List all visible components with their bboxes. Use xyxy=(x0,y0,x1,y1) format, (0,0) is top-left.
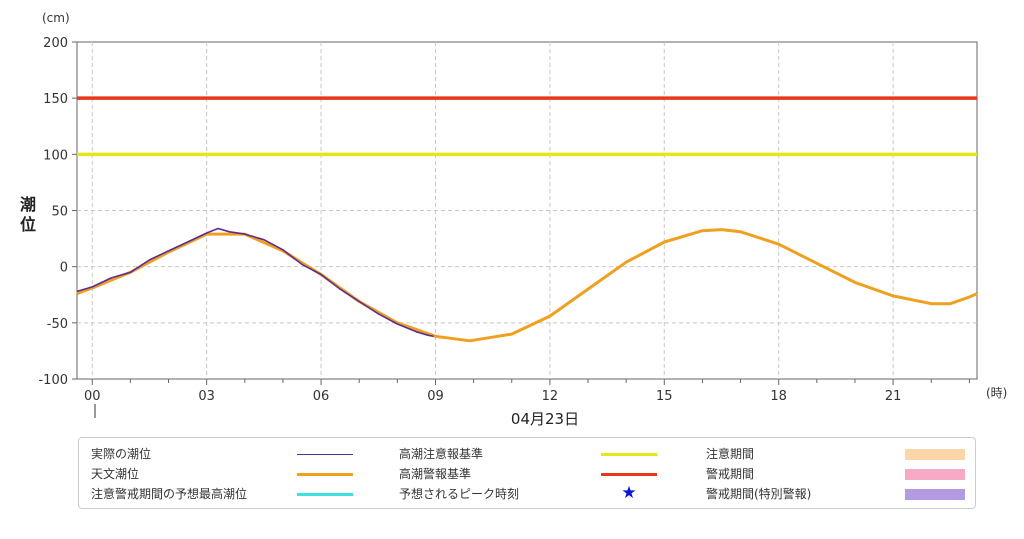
legend-label: 高潮注意報基準 xyxy=(399,447,484,461)
y-axis-label: 潮位 xyxy=(20,195,36,234)
observed-tide-line xyxy=(76,227,434,338)
x-axis-ticks: 00 03 06 09 12 15 18 21 xyxy=(84,379,970,404)
legend-label: 高潮警報基準 xyxy=(399,467,472,481)
star-icon: ★ xyxy=(621,483,637,503)
legend-label: 警戒期間(特別警報) xyxy=(706,487,812,501)
reference-lines xyxy=(77,96,977,157)
x-tick-label: 15 xyxy=(656,389,673,404)
legend-line-swatch xyxy=(601,453,657,456)
y-tick-label: 100 xyxy=(43,148,68,163)
date-label: 04月23日 xyxy=(511,410,579,428)
x-tick-label: 06 xyxy=(313,389,330,404)
legend-line-swatch xyxy=(601,473,657,476)
legend-label: 予想されるピーク時刻 xyxy=(399,487,520,501)
legend-label: 注意期間 xyxy=(706,447,755,461)
legend-line-swatch xyxy=(297,493,353,496)
legend: 実際の潮位天文潮位注意警戒期間の予想最高潮位 高潮注意報基準 高潮警報基準予想される… xyxy=(78,437,976,509)
y-tick-label: 200 xyxy=(43,36,68,51)
series-group xyxy=(76,227,978,343)
y-tick-label: -50 xyxy=(47,317,68,332)
x-tick-label: 09 xyxy=(427,389,444,404)
x-tick-label: 00 xyxy=(84,389,101,404)
legend-label: 天文潮位 xyxy=(91,467,140,481)
legend-line-swatch xyxy=(297,473,353,476)
legend-label: 警戒期間 xyxy=(706,467,755,481)
legend-swatch xyxy=(905,489,965,500)
astronomical-tide-line xyxy=(76,228,978,343)
x-tick-label: 18 xyxy=(770,389,787,404)
x-tick-label: 12 xyxy=(542,389,559,404)
y-tick-label: 150 xyxy=(43,92,68,107)
y-tick-label: 0 xyxy=(60,261,68,276)
legend-label: 実際の潮位 xyxy=(91,447,152,461)
legend-line-swatch xyxy=(297,454,353,455)
y-unit-label: (cm) xyxy=(42,11,70,25)
x-tick-label: 21 xyxy=(885,389,902,404)
legend-swatch xyxy=(905,449,965,460)
y-axis-ticks: -100 -50 0 50 100 150 200 xyxy=(38,36,77,388)
tide-chart: -100 -50 0 50 100 150 200 00 03 06 09 12 15 18 21 (cm… xyxy=(20,11,1007,428)
x-unit-label: (時) xyxy=(986,386,1007,400)
x-tick-label: 03 xyxy=(198,389,215,404)
legend-label: 注意警戒期間の予想最高潮位 xyxy=(91,487,248,501)
y-tick-label: -100 xyxy=(38,373,68,388)
legend-swatch xyxy=(905,469,965,480)
y-tick-label: 50 xyxy=(51,205,68,220)
